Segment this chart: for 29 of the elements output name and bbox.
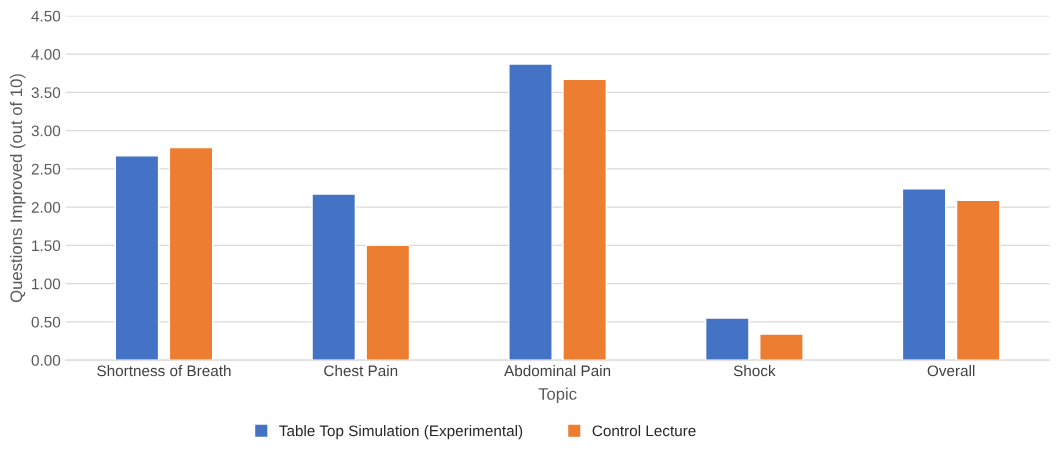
bar <box>955 199 1001 361</box>
y-tick-label: 3.00 <box>31 125 61 137</box>
bar <box>704 317 750 361</box>
y-tick-label: 3.50 <box>31 87 61 99</box>
x-tick-label: Abdominal Pain <box>504 365 611 377</box>
y-tick-label: 4.50 <box>31 10 61 22</box>
legend-label: Control Lecture <box>592 425 696 437</box>
legend-label: Table Top Simulation (Experimental) <box>279 425 523 440</box>
x-tick-label: Chest Pain <box>324 365 398 377</box>
y-axis-title: Questions Improved (out of 10) <box>9 74 26 303</box>
y-tick-label: 2.00 <box>31 201 61 213</box>
bar <box>562 78 607 361</box>
y-tick-label: 0.50 <box>31 316 61 328</box>
bar <box>901 188 947 361</box>
y-tick-label: 0.00 <box>31 355 61 366</box>
x-tick-label: Shock <box>733 365 776 377</box>
x-tick-label: Overall <box>927 365 975 377</box>
bar <box>365 244 411 361</box>
bar <box>759 333 804 361</box>
y-tick-label: 1.00 <box>32 278 61 290</box>
x-axis-title: Topic <box>538 387 577 404</box>
bar <box>114 155 160 361</box>
bar <box>311 193 357 361</box>
y-tick-label: 1.50 <box>32 240 61 252</box>
y-tick-label: 2.50 <box>31 163 61 175</box>
x-tick-label: Shortness of Breath <box>97 365 231 377</box>
bar <box>168 146 214 361</box>
bar <box>508 63 553 361</box>
y-tick-label: 4.00 <box>31 48 61 60</box>
